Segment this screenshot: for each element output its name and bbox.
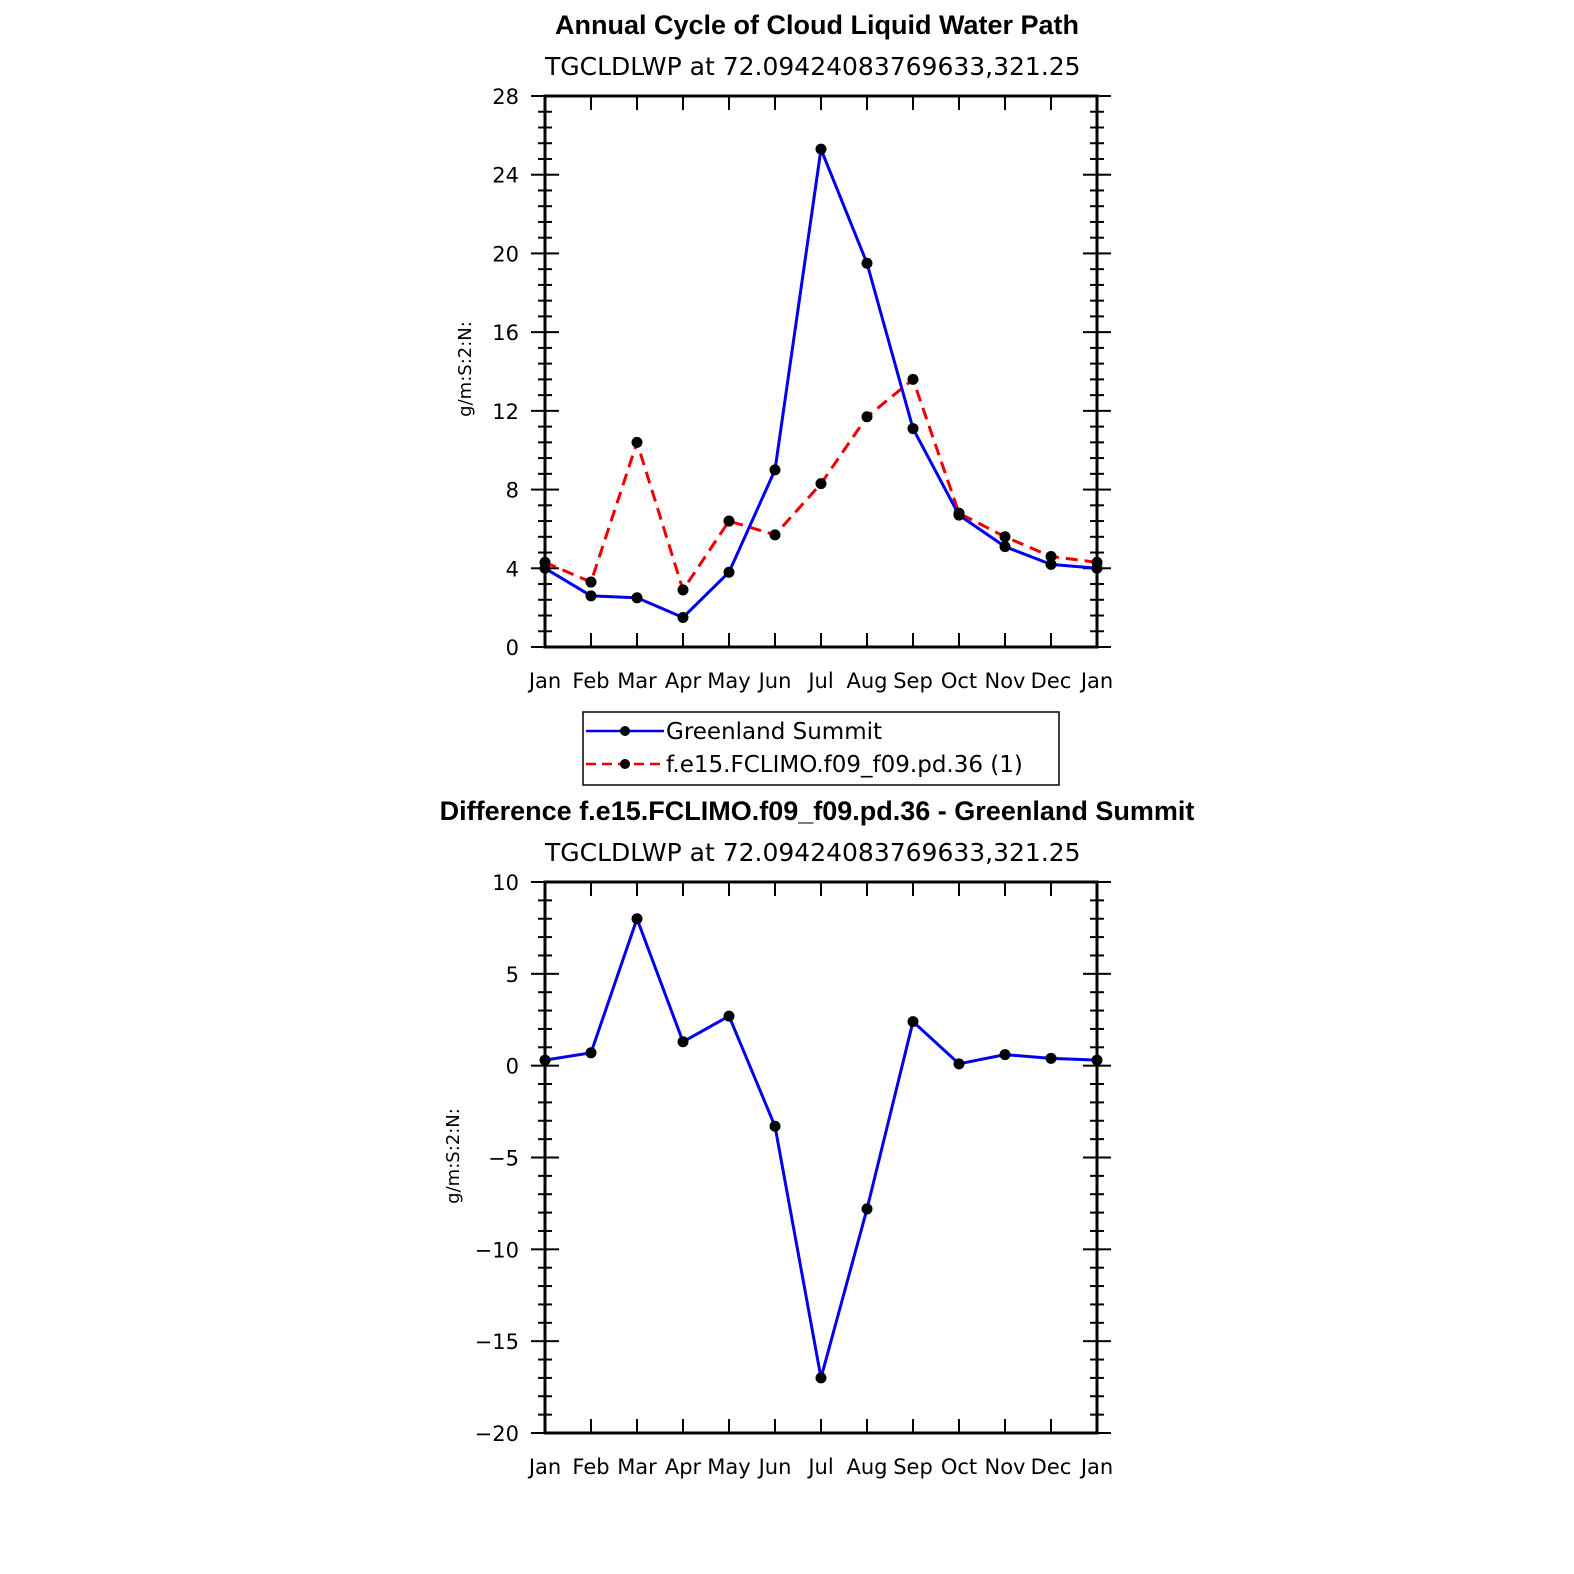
top-series-1-point xyxy=(769,529,781,541)
top-series-0-point xyxy=(723,566,735,578)
bottom-y-tick-label: 5 xyxy=(506,963,519,987)
top-chart-subtitle: TGCLDLWP at 72.09424083769633,321.25 xyxy=(544,52,1081,81)
legend-marker-model xyxy=(620,759,630,769)
bottom-series-0-point xyxy=(539,1054,551,1066)
top-x-tick-label: Jan xyxy=(527,669,561,693)
bottom-plot-frame xyxy=(543,880,1099,1435)
top-series-0-point xyxy=(861,257,873,269)
bottom-x-tick-label: Jun xyxy=(757,1455,792,1479)
panel-top: Annual Cycle of Cloud Liquid Water Path … xyxy=(455,10,1113,786)
legend-marker-greenland xyxy=(620,726,630,736)
top-series-0-point xyxy=(1091,562,1103,574)
bottom-x-tick-label: Feb xyxy=(572,1455,609,1479)
bottom-x-tick-label: Nov xyxy=(985,1455,1026,1479)
top-series-0-point xyxy=(769,464,781,476)
top-y-tick-label: 0 xyxy=(506,636,519,660)
top-x-tick-label: Aug xyxy=(846,669,887,693)
top-series-1-point xyxy=(907,373,919,385)
top-series-1-point xyxy=(815,478,827,490)
bottom-y-tick-label: −10 xyxy=(475,1238,519,1262)
top-series-0-point xyxy=(539,562,551,574)
top-x-tick-label: May xyxy=(707,669,750,693)
bottom-x-tick-label: Oct xyxy=(941,1455,977,1479)
bottom-series-0-point xyxy=(861,1203,873,1215)
top-series-1-point xyxy=(999,531,1011,543)
legend-label-greenland: Greenland Summit xyxy=(666,719,882,745)
top-chart-title: Annual Cycle of Cloud Liquid Water Path xyxy=(555,10,1079,40)
bottom-x-tick-label: Jul xyxy=(806,1455,833,1479)
top-y-tick-label: 8 xyxy=(506,479,519,503)
bottom-series-0-point xyxy=(631,913,643,925)
bottom-series-0-point xyxy=(677,1036,689,1048)
top-y-tick-label: 12 xyxy=(492,400,519,424)
bottom-x-tick-label: Dec xyxy=(1031,1455,1072,1479)
top-series-1-point xyxy=(585,576,597,588)
top-series-1-point xyxy=(723,515,735,527)
top-series-0-point xyxy=(953,509,965,521)
top-series-0-point xyxy=(907,423,919,435)
top-series-0-point xyxy=(677,611,689,623)
top-y-axis-label: g/m:S:2:N: xyxy=(455,321,476,417)
bottom-series-0-point xyxy=(1045,1052,1057,1064)
bottom-y-tick-label: 10 xyxy=(492,871,519,895)
bottom-x-tick-label: Jan xyxy=(1079,1455,1113,1479)
top-x-tick-label: Oct xyxy=(941,669,977,693)
bottom-y-tick-label: −20 xyxy=(475,1422,519,1446)
top-y-tick-label: 20 xyxy=(492,242,519,266)
top-y-tick-label: 24 xyxy=(492,164,519,188)
bottom-x-tick-label: Aug xyxy=(846,1455,887,1479)
top-x-tick-label: Jul xyxy=(806,669,833,693)
top-x-tick-label: Nov xyxy=(985,669,1026,693)
panel-bottom: Difference f.e15.FCLIMO.f09_f09.pd.36 - … xyxy=(440,796,1195,1479)
legend-box xyxy=(582,711,1060,786)
top-series-0-point xyxy=(631,592,643,604)
top-x-tick-label: Dec xyxy=(1031,669,1072,693)
bottom-chart-subtitle: TGCLDLWP at 72.09424083769633,321.25 xyxy=(544,838,1081,867)
bottom-plot-area: Jan Feb Mar Apr May Jun Jul Aug Sep Oct Nov Dec Jan−… xyxy=(475,871,1114,1479)
bottom-x-tick-label: Apr xyxy=(665,1455,702,1479)
top-series-1-point xyxy=(1045,550,1057,562)
legend: Greenland Summit f.e15.FCLIMO.f09_f09.pd… xyxy=(582,711,1060,786)
top-series-0-point xyxy=(815,143,827,155)
legend-label-model: f.e15.FCLIMO.f09_f09.pd.36 (1) xyxy=(666,752,1023,778)
top-y-tick-label: 16 xyxy=(492,321,519,345)
top-x-tick-label: Feb xyxy=(572,669,609,693)
bottom-series-0-point xyxy=(953,1058,965,1070)
bottom-series-0-point xyxy=(999,1049,1011,1061)
top-plot-frame xyxy=(543,94,1099,649)
bottom-y-tick-label: −5 xyxy=(488,1147,519,1171)
top-series-0-point xyxy=(585,590,597,602)
bottom-y-tick-label: 0 xyxy=(506,1055,519,1079)
bottom-series-0-point xyxy=(723,1010,735,1022)
bottom-series-0-point xyxy=(907,1016,919,1028)
top-series-0-point xyxy=(1045,558,1057,570)
bottom-series-0-point xyxy=(1091,1054,1103,1066)
top-x-tick-label: Mar xyxy=(617,669,657,693)
top-series-line-0 xyxy=(544,147,1098,619)
bottom-series-0-point xyxy=(815,1372,827,1384)
bottom-series-line-0 xyxy=(544,917,1098,1380)
bottom-series-0-point xyxy=(585,1047,597,1059)
top-series-1-point xyxy=(631,436,643,448)
top-series-1-point xyxy=(861,411,873,423)
bottom-y-tick-label: −15 xyxy=(475,1330,519,1354)
top-series-1-point xyxy=(677,584,689,596)
top-plot-area: Jan Feb Mar Apr May Jun Jul Aug Sep Oct Nov Dec Jan 0… xyxy=(492,85,1113,693)
bottom-x-tick-label: Sep xyxy=(893,1455,933,1479)
bottom-x-tick-label: Jan xyxy=(527,1455,561,1479)
top-series-0-point xyxy=(999,541,1011,553)
top-x-tick-label: Apr xyxy=(665,669,702,693)
top-x-tick-label: Jan xyxy=(1079,669,1113,693)
bottom-y-axis-label: g/m:S:2:N: xyxy=(443,1108,464,1204)
bottom-chart-title: Difference f.e15.FCLIMO.f09_f09.pd.36 - … xyxy=(440,796,1195,826)
top-x-tick-label: Jun xyxy=(757,669,792,693)
bottom-x-tick-label: May xyxy=(707,1455,750,1479)
top-x-tick-label: Sep xyxy=(893,669,933,693)
bottom-series-0-point xyxy=(769,1120,781,1132)
top-y-tick-label: 28 xyxy=(492,85,519,109)
bottom-x-tick-label: Mar xyxy=(617,1455,657,1479)
top-y-tick-label: 4 xyxy=(506,557,519,581)
